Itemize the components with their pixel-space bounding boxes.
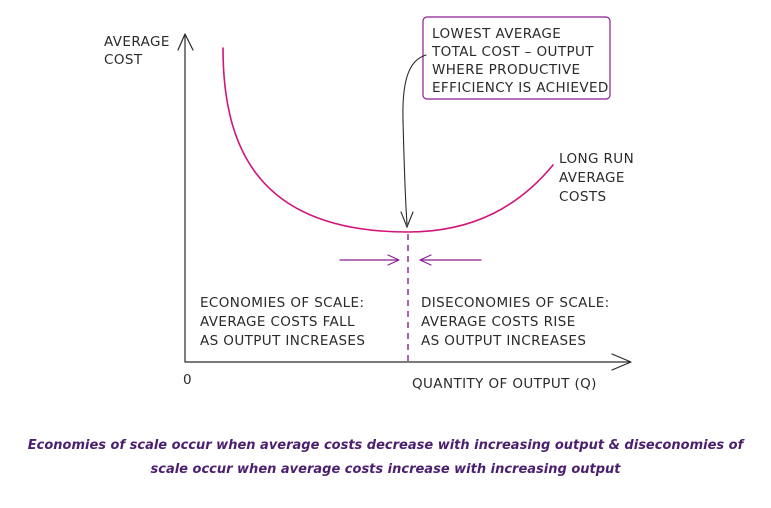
curve-label-line-3: COSTS: [559, 189, 606, 205]
y-axis-label: AVERAGE COST: [104, 34, 174, 68]
diseconomies-line-1: DISECONOMIES OF SCALE:: [421, 295, 610, 311]
economies-line-2: AVERAGE COSTS FALL: [200, 314, 355, 330]
caption-line-2: scale occur when average costs increase …: [150, 462, 621, 477]
callout-line-3: WHERE PRODUCTIVE: [432, 62, 580, 78]
y-axis-label-line-1: AVERAGE: [104, 34, 170, 50]
callout-line-2: TOTAL COST – OUTPUT: [431, 44, 594, 60]
y-axis-arrowhead: [177, 33, 194, 51]
economies-line-3: AS OUTPUT INCREASES: [200, 333, 365, 349]
economies-line-1: ECONOMIES OF SCALE:: [200, 295, 364, 311]
right-arrow-head: [419, 254, 432, 266]
curve-label: LONG RUN AVERAGE COSTS: [559, 151, 639, 205]
callout-text: LOWEST AVERAGE TOTAL COST – OUTPUT WHERE…: [431, 26, 609, 96]
figure-caption: Economies of scale occur when average co…: [0, 434, 771, 482]
callout-pointer-arrowhead: [400, 211, 414, 229]
callout-line-1: LOWEST AVERAGE: [432, 26, 561, 42]
x-axis-label: QUANTITY OF OUTPUT (Q): [412, 376, 597, 392]
diseconomies-line-3: AS OUTPUT INCREASES: [421, 333, 586, 349]
long-run-average-cost-diagram: AVERAGE COST 0 QUANTITY OF OUTPUT (Q) LO…: [104, 16, 639, 392]
caption-line-1: Economies of scale occur when average co…: [27, 438, 744, 453]
diseconomies-line-2: AVERAGE COSTS RISE: [421, 314, 576, 330]
curve-label-line-1: LONG RUN: [559, 151, 634, 167]
origin-label: 0: [183, 372, 192, 388]
economies-of-scale-text: ECONOMIES OF SCALE: AVERAGE COSTS FALL A…: [200, 295, 369, 349]
y-axis-label-line-2: COST: [104, 52, 143, 68]
lrac-curve: [222, 47, 554, 233]
left-arrow-head: [387, 254, 400, 266]
diseconomies-of-scale-text: DISECONOMIES OF SCALE: AVERAGE COSTS RIS…: [421, 295, 614, 349]
x-axis-arrowhead: [611, 353, 632, 371]
curve-label-line-2: AVERAGE: [559, 170, 625, 186]
callout-pointer: [402, 54, 427, 225]
callout-line-4: EFFICIENCY IS ACHIEVED: [432, 80, 609, 96]
callout-box: [422, 16, 611, 100]
